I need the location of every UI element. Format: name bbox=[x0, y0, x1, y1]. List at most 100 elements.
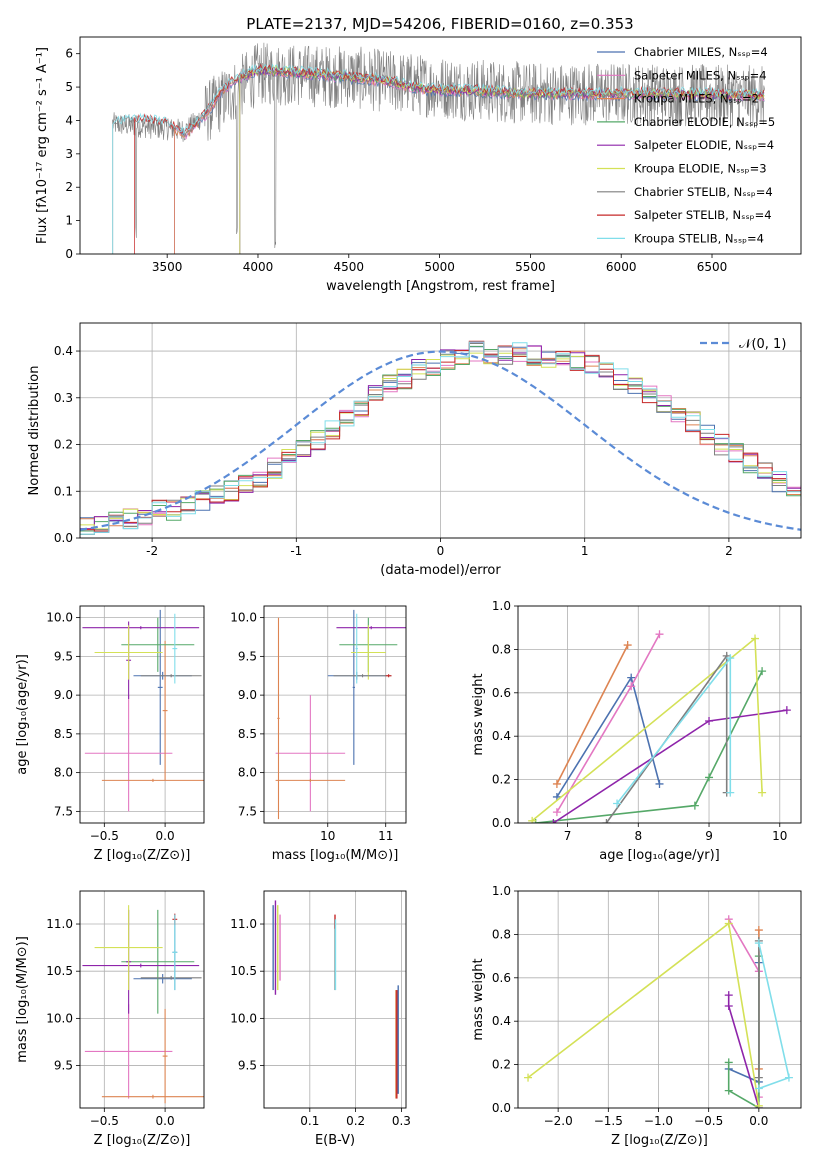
weight-point-marker bbox=[758, 667, 767, 676]
y-tick-label: 2 bbox=[65, 180, 73, 194]
spectrum-panel: 3500 4000 4500 5000 5500 6000 6500 0 1 2 3 4 5 6 wavel… bbox=[35, 36, 802, 294]
x-tick-label: 5500 bbox=[515, 260, 546, 274]
weight-point-marker bbox=[724, 1002, 733, 1011]
x-tick-label: 3500 bbox=[152, 260, 183, 274]
x-axis-label: mass [log₁₀(M/M⊙)] bbox=[272, 848, 399, 863]
y-tick-label: 0.8 bbox=[492, 927, 511, 941]
x-tick-label: 5000 bbox=[424, 260, 455, 274]
y-tick-label: 0.6 bbox=[492, 971, 511, 985]
weight-point-marker bbox=[751, 634, 760, 643]
y-tick-label: 1 bbox=[65, 214, 73, 228]
weight-point-marker bbox=[754, 1084, 763, 1093]
weight-point-marker bbox=[602, 819, 611, 823]
y-axis-label: Normed distribution bbox=[27, 366, 42, 496]
weight-point-marker bbox=[754, 939, 763, 948]
legend-entry: 𝒩(0, 1) bbox=[739, 337, 786, 352]
y-tick-label: 0.2 bbox=[54, 438, 73, 452]
weight-point-marker bbox=[613, 799, 622, 808]
y-axis-label: mass weight bbox=[471, 673, 486, 755]
observed-spectrum-line bbox=[112, 42, 765, 249]
y-tick-label: 0.4 bbox=[492, 729, 511, 743]
x-tick-label: 0.0 bbox=[749, 1114, 768, 1128]
weight-point-marker bbox=[754, 926, 763, 935]
x-tick-label: 8 bbox=[634, 829, 642, 843]
y-tick-label: 0.0 bbox=[492, 816, 511, 830]
plot-area bbox=[112, 42, 765, 254]
residual-histogram-step bbox=[80, 343, 801, 538]
y-tick-label: 0.3 bbox=[54, 391, 73, 405]
weight-line bbox=[556, 675, 661, 798]
axes-frame bbox=[263, 605, 407, 824]
weight-line bbox=[552, 709, 787, 823]
y-tick-label: 0.1 bbox=[54, 484, 73, 498]
weight-point-marker bbox=[726, 654, 735, 663]
weight-vs-metallicity-panel: −2.0 −1.5 −1.0 −0.5 0.0 0.0 0.2 0.4 0.6 0.8 1.0 Z [… bbox=[471, 884, 802, 1148]
weight-line bbox=[527, 922, 760, 1106]
x-tick-label: 1 bbox=[581, 544, 589, 558]
plot-area bbox=[528, 630, 791, 823]
legend-entry: Kroupa STELIB, Nₛₛₚ=4 bbox=[634, 231, 764, 245]
y-tick-label: 9.5 bbox=[54, 649, 73, 663]
weight-point-marker bbox=[705, 717, 714, 726]
x-tick-label: 0.1 bbox=[300, 1114, 319, 1128]
weight-point-marker bbox=[705, 773, 714, 782]
y-tick-label: 0.4 bbox=[492, 1014, 511, 1028]
x-axis-label: (data-model)/error bbox=[380, 563, 501, 578]
y-tick-label: 10.5 bbox=[230, 964, 257, 978]
x-tick-label: 4000 bbox=[243, 260, 274, 274]
legend-entry: Salpeter ELODIE, Nₛₛₚ=4 bbox=[634, 138, 774, 152]
y-tick-label: 7.5 bbox=[54, 804, 73, 818]
y-tick-label: 0.0 bbox=[492, 1101, 511, 1115]
weight-point-marker bbox=[655, 779, 664, 788]
axes-frame bbox=[517, 890, 802, 1109]
legend-entry: Kroupa ELODIE, Nₛₛₚ=3 bbox=[634, 162, 767, 176]
y-tick-label: 0.2 bbox=[492, 1058, 511, 1072]
x-tick-label: −0.5 bbox=[90, 829, 119, 843]
weight-point-marker bbox=[724, 919, 733, 928]
weight-line bbox=[535, 670, 763, 823]
y-tick-label: 0.4 bbox=[54, 344, 73, 358]
x-tick-label: 6500 bbox=[697, 260, 728, 274]
plot-area bbox=[82, 609, 204, 812]
residual-histogram-step bbox=[80, 345, 801, 538]
weight-point-marker bbox=[627, 673, 636, 682]
x-tick-label: 11 bbox=[378, 829, 393, 843]
x-tick-label: −0.5 bbox=[90, 1114, 119, 1128]
residual-histogram-step bbox=[80, 342, 801, 538]
weight-point-marker bbox=[528, 816, 537, 823]
plot-area bbox=[82, 905, 204, 1104]
legend-entry: Salpeter MILES, Nₛₛₚ=4 bbox=[634, 68, 767, 82]
y-tick-label: 6 bbox=[65, 47, 73, 61]
legend-entry: Chabrier ELODIE, Nₛₛₚ=5 bbox=[634, 115, 775, 129]
y-tick-label: 0 bbox=[65, 247, 73, 261]
weight-point-marker bbox=[524, 1073, 533, 1082]
weight-point-marker bbox=[724, 991, 733, 1000]
y-tick-label: 0.2 bbox=[492, 773, 511, 787]
x-tick-label: −0.5 bbox=[694, 1114, 723, 1128]
weight-point-marker bbox=[784, 1073, 793, 1082]
plot-area bbox=[524, 915, 793, 1108]
axes-frame bbox=[79, 605, 205, 824]
weight-point-marker bbox=[552, 808, 561, 817]
weight-line bbox=[531, 636, 763, 822]
x-tick-label: 0.2 bbox=[346, 1114, 365, 1128]
model-spectrum-line bbox=[112, 63, 764, 254]
y-tick-label: 10.0 bbox=[46, 1011, 73, 1025]
weight-point-marker bbox=[724, 1086, 733, 1095]
residual-histogram-step bbox=[80, 340, 801, 538]
weight-point-marker bbox=[724, 1058, 733, 1067]
y-tick-label: 3 bbox=[65, 147, 73, 161]
x-tick-label: 10 bbox=[772, 829, 787, 843]
x-axis-label: wavelength [Angstrom, rest frame] bbox=[326, 279, 555, 294]
weight-point-marker bbox=[754, 1073, 763, 1082]
mass-vs-metallicity-panel: −0.5 0.0 9.5 10.0 10.5 11.0 Z [log₁₀(Z/Z⊙)] mas… bbox=[15, 890, 205, 1148]
x-axis-label: Z [log₁₀(Z/Z⊙)] bbox=[94, 848, 191, 863]
x-tick-label: 0.0 bbox=[156, 1114, 175, 1128]
legend-entry: Kroupa MILES, Nₛₛₚ=2 bbox=[634, 92, 759, 106]
mass-vs-ebv-panel: 0.1 0.2 0.3 9.5 10.0 10.5 11.0 E(B-V) bbox=[230, 890, 411, 1148]
y-tick-label: 9.0 bbox=[54, 688, 73, 702]
y-tick-label: 4 bbox=[65, 113, 73, 127]
y-tick-label: 10.5 bbox=[46, 964, 73, 978]
x-tick-label: −2.0 bbox=[544, 1114, 573, 1128]
